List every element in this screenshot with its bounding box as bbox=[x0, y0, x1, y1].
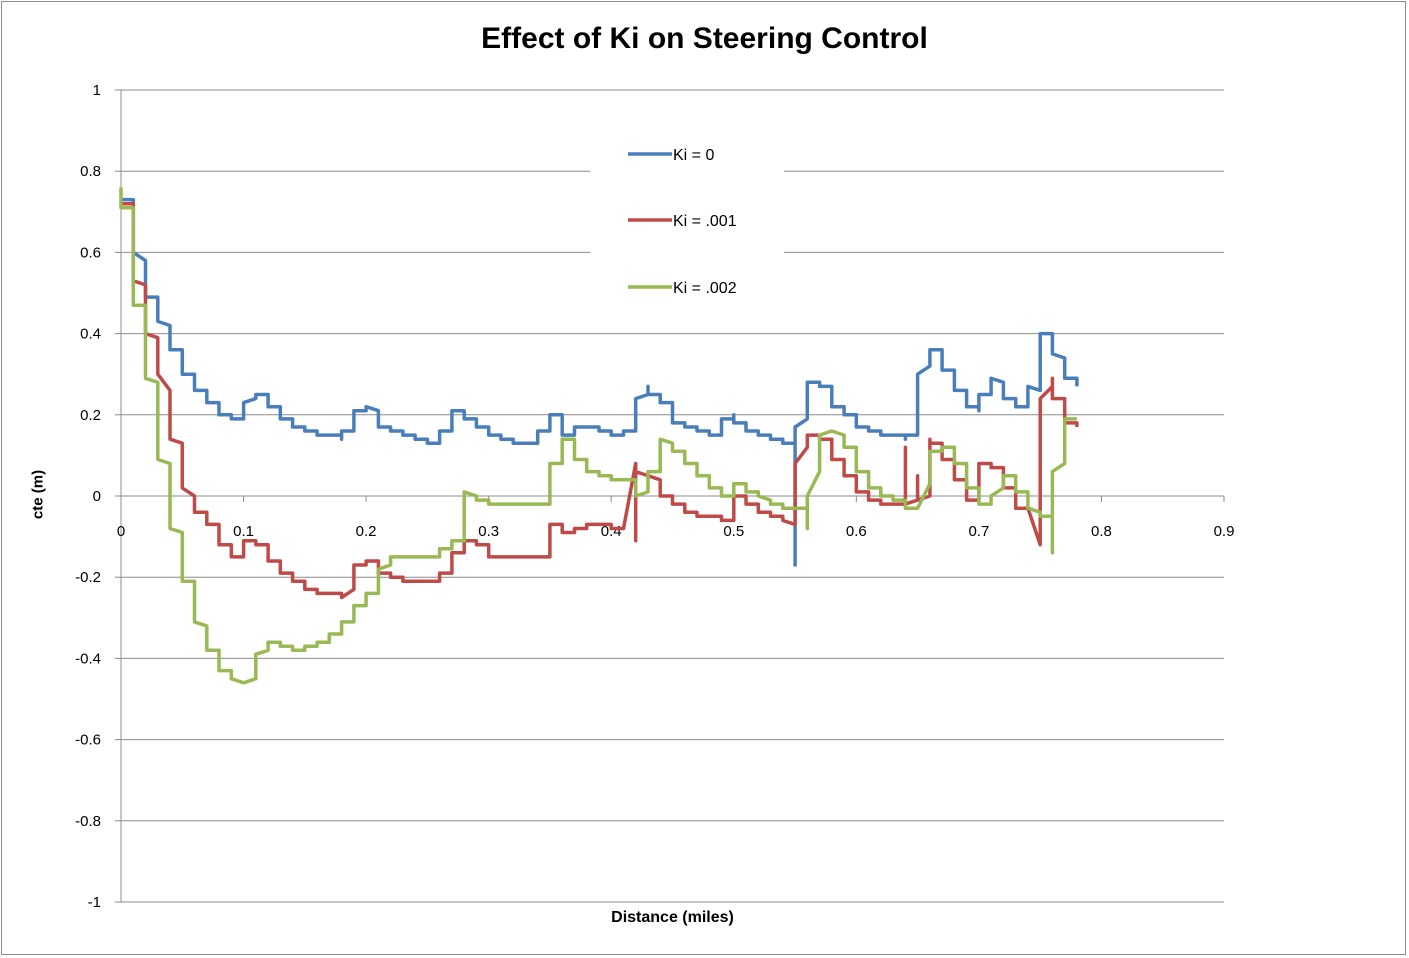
series-lines bbox=[119, 187, 1079, 685]
legend: Ki = 0 Ki = .001 Ki = .002 bbox=[590, 128, 784, 308]
y-tick-label: 0.4 bbox=[80, 326, 101, 343]
y-tick-label: 0.6 bbox=[80, 244, 101, 261]
y-tick-label: -0.4 bbox=[75, 650, 101, 667]
y-tick-label: -0.2 bbox=[75, 569, 101, 586]
y-tick-label: 0.8 bbox=[80, 163, 101, 180]
x-tick-label: 0.7 bbox=[968, 523, 989, 540]
x-tick-label: 0.1 bbox=[233, 523, 254, 540]
x-tick-label: 0.6 bbox=[846, 523, 867, 540]
x-tick-label: 0 bbox=[117, 523, 125, 540]
legend-label: Ki = 0 bbox=[673, 147, 714, 164]
x-tick-label: 0.9 bbox=[1214, 523, 1235, 540]
series-line-1 bbox=[121, 197, 1079, 567]
y-tick-label: -1 bbox=[88, 894, 101, 911]
legend-label: Ki = .002 bbox=[673, 280, 737, 297]
y-tick-label: 0.2 bbox=[80, 407, 101, 424]
chart-title: Effect of Ki on Steering Control bbox=[481, 22, 928, 55]
tick-labels: 1 0.8 0.6 0.4 0.2 0 -0.2 -0.4 -0.6 -0.8 -1 0 0.1 0.2 0… bbox=[75, 82, 1234, 911]
y-tick-label: 0 bbox=[93, 488, 101, 505]
x-tick-label: 0.5 bbox=[723, 523, 744, 540]
legend-label: Ki = .001 bbox=[673, 213, 737, 230]
x-tick-label: 0.3 bbox=[478, 523, 499, 540]
y-tick-label: -0.6 bbox=[75, 732, 101, 749]
x-tick-label: 0.2 bbox=[356, 523, 377, 540]
x-tick-label: 0.8 bbox=[1091, 523, 1112, 540]
x-axis-label: Distance (miles) bbox=[611, 909, 734, 926]
y-tick-label: -0.8 bbox=[75, 813, 101, 830]
y-tick-label: 1 bbox=[93, 82, 101, 99]
legend-box bbox=[590, 128, 784, 308]
series-line-3 bbox=[119, 187, 1077, 685]
